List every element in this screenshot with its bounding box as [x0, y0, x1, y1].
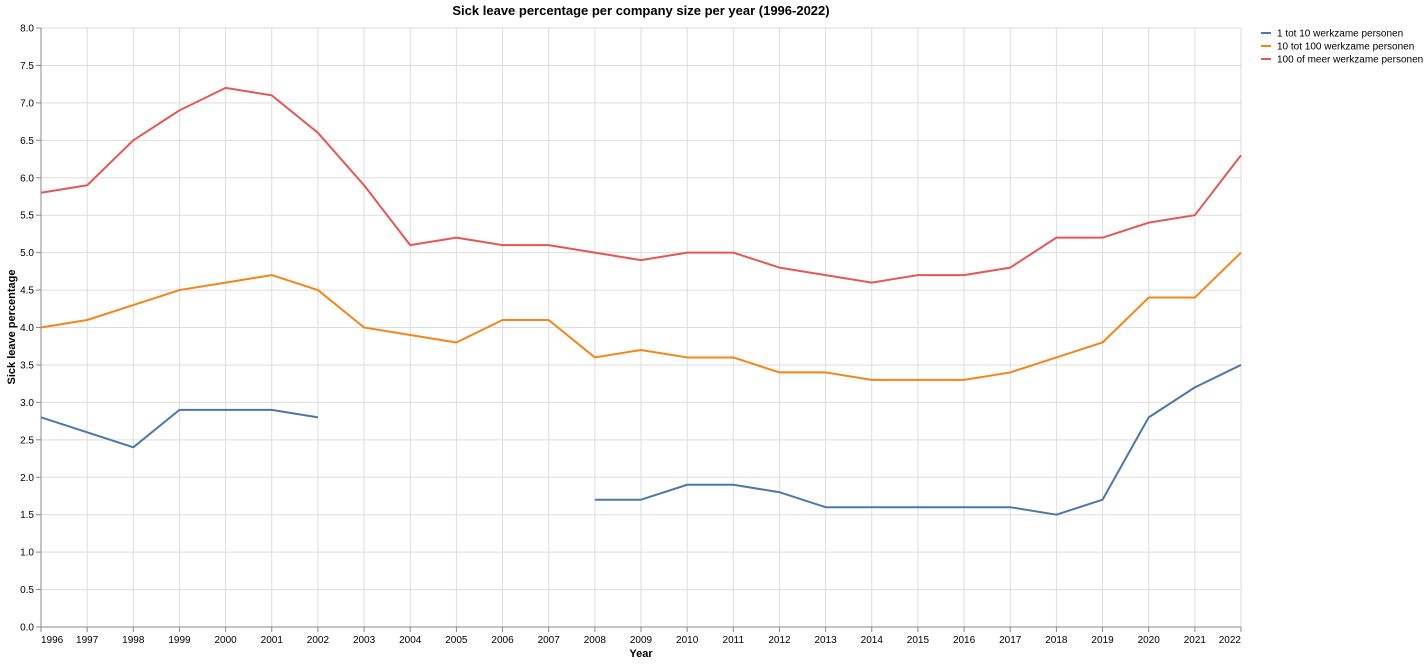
x-tick-label: 2019 — [1091, 635, 1114, 646]
y-tick-label: 7.0 — [20, 98, 34, 109]
legend-label: 1 tot 10 werkzame personen — [1277, 29, 1403, 40]
legend-item: 100 of meer werkzame personen — [1261, 55, 1423, 66]
y-tick-label: 8.0 — [20, 24, 34, 35]
x-tick-label: 1996 — [41, 635, 64, 646]
x-tick-label: 2006 — [491, 635, 514, 646]
x-tick-label: 2011 — [723, 635, 745, 646]
legend-item: 10 tot 100 werkzame personen — [1261, 42, 1414, 53]
x-tick-label: 1998 — [122, 635, 145, 646]
legend-label: 100 of meer werkzame personen — [1277, 55, 1423, 66]
x-tick-label: 2002 — [307, 635, 330, 646]
series-3 — [40, 86, 1242, 284]
x-tick-label: 2007 — [538, 635, 561, 646]
series-1 — [40, 364, 1242, 516]
y-tick-label: 4.5 — [20, 286, 34, 297]
y-tick-label: 5.5 — [20, 211, 34, 222]
y-tick-label: 6.5 — [20, 136, 34, 147]
y-tick-label: 7.5 — [20, 61, 34, 72]
x-tick-label: 2018 — [1045, 635, 1068, 646]
x-tick-label: 2014 — [861, 635, 884, 646]
y-tick-label: 0.0 — [20, 623, 34, 634]
x-tick-label: 2020 — [1138, 635, 1161, 646]
legend: 1 tot 10 werkzame personen 10 tot 100 wer… — [1261, 29, 1423, 66]
x-axis-title: Year — [629, 648, 653, 660]
x-tick-label: 2012 — [768, 635, 791, 646]
x-tick-label: 1997 — [76, 635, 99, 646]
series-line — [40, 86, 1242, 284]
series-line — [40, 364, 1242, 516]
x-tick-label: 2010 — [676, 635, 699, 646]
x-tick-label: 2009 — [630, 635, 653, 646]
y-tick-label: 1.5 — [20, 510, 34, 521]
y-tick-label: 2.0 — [20, 473, 34, 484]
x-tick-label: 2000 — [214, 635, 237, 646]
x-tick-label: 2004 — [399, 635, 422, 646]
x-tick-label: 2005 — [445, 635, 468, 646]
legend-label: 10 tot 100 werkzame personen — [1277, 42, 1414, 53]
y-tick-label: 6.0 — [20, 173, 34, 184]
x-tick-label: 2021 — [1184, 635, 1207, 646]
series-line — [40, 251, 1242, 381]
y-tick-label: 1.0 — [20, 548, 34, 559]
y-axis-title: Sick leave percentage — [6, 270, 18, 385]
x-tick-label: 2015 — [907, 635, 930, 646]
series-2 — [40, 251, 1242, 381]
y-tick-label: 4.0 — [20, 323, 34, 334]
series-lines — [40, 86, 1242, 516]
x-tick-label: 2022 — [1219, 635, 1242, 646]
y-tick-label: 3.5 — [20, 360, 34, 371]
x-tick-label: 1999 — [168, 635, 191, 646]
y-tick-label: 2.5 — [20, 435, 34, 446]
x-tick-label: 2001 — [261, 635, 284, 646]
x-tick-label: 2017 — [999, 635, 1022, 646]
x-tick-label: 2003 — [353, 635, 376, 646]
x-tick-label: 2013 — [814, 635, 837, 646]
grid-lines — [40, 27, 1242, 628]
y-tick-label: 3.0 — [20, 398, 34, 409]
legend-item: 1 tot 10 werkzame personen — [1261, 29, 1403, 40]
y-tick-label: 5.0 — [20, 248, 34, 259]
y-tick-label: 0.5 — [20, 585, 34, 596]
chart-title: Sick leave percentage per company size p… — [452, 3, 829, 18]
x-tick-label: 2016 — [953, 635, 976, 646]
x-tick-label: 2008 — [584, 635, 607, 646]
